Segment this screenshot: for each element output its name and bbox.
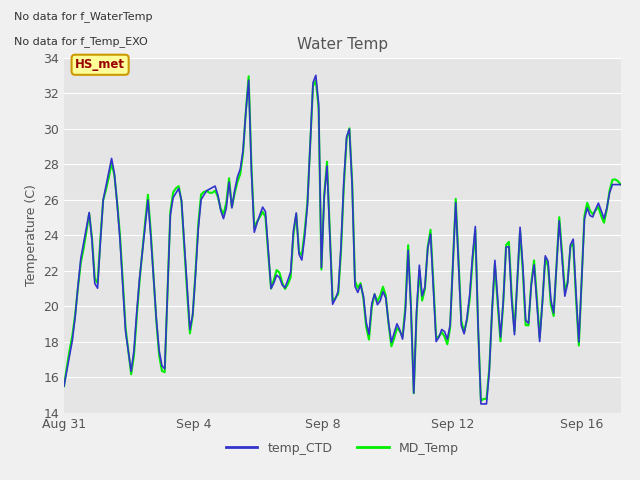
Legend: temp_CTD, MD_Temp: temp_CTD, MD_Temp: [221, 437, 463, 460]
Text: No data for f_Temp_EXO: No data for f_Temp_EXO: [14, 36, 148, 47]
Text: HS_met: HS_met: [75, 58, 125, 71]
Title: Water Temp: Water Temp: [297, 37, 388, 52]
Text: No data for f_WaterTemp: No data for f_WaterTemp: [14, 12, 152, 23]
Y-axis label: Temperature (C): Temperature (C): [25, 184, 38, 286]
